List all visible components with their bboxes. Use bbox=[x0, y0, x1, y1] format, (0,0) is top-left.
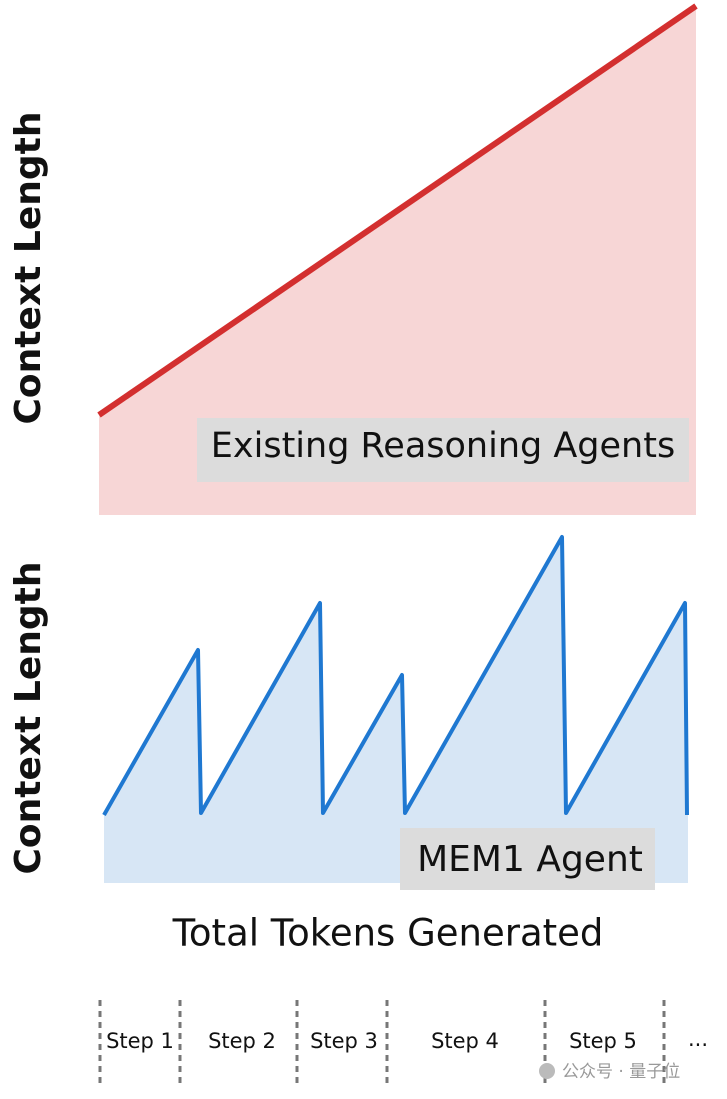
area-mem1 bbox=[104, 537, 688, 883]
step-label: Step 5 bbox=[569, 1029, 637, 1053]
step-label: Step 1 bbox=[106, 1029, 174, 1053]
watermark-icon bbox=[539, 1063, 555, 1079]
x-axis-label: Total Tokens Generated bbox=[172, 912, 604, 955]
line-mem1 bbox=[102, 535, 689, 816]
step-label: ... bbox=[688, 1027, 708, 1051]
y-axis-label: Context Length bbox=[8, 112, 49, 425]
panel-label: MEM1 Agent bbox=[417, 839, 643, 880]
area-existing bbox=[99, 5, 696, 515]
line-existing bbox=[97, 3, 698, 418]
step-label: Step 2 bbox=[208, 1029, 276, 1053]
watermark: 公众号 · 量子位 bbox=[562, 1062, 680, 1082]
label-box bbox=[197, 418, 689, 482]
step-label: Step 4 bbox=[431, 1029, 499, 1053]
panel-label: Existing Reasoning Agents bbox=[211, 426, 675, 466]
label-box bbox=[400, 828, 655, 890]
y-axis-label: Context Length bbox=[8, 562, 49, 875]
step-label: Step 3 bbox=[310, 1029, 378, 1053]
